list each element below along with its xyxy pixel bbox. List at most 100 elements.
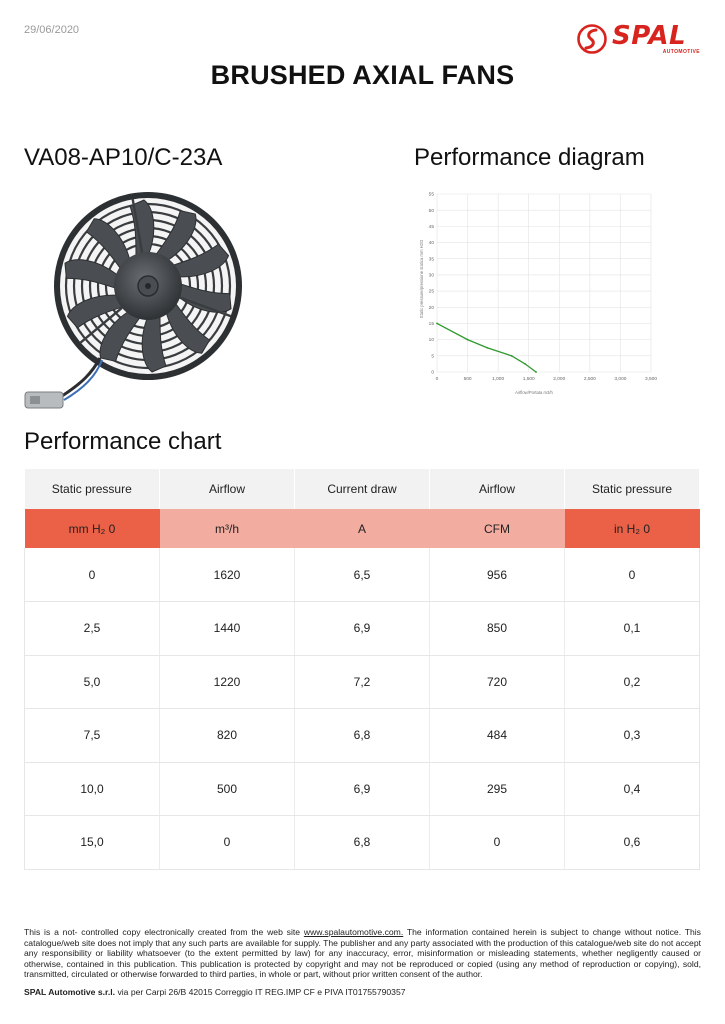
table-cell: 0,6 bbox=[564, 815, 700, 870]
y-tick-label: 20 bbox=[429, 305, 435, 311]
fan-blade bbox=[175, 283, 232, 313]
column-header: Static pressure bbox=[564, 469, 700, 509]
legal-disclaimer: This is a not- controlled copy electroni… bbox=[24, 927, 701, 980]
table-cell: 6,9 bbox=[294, 601, 430, 656]
fan-blade bbox=[99, 309, 141, 362]
data-point bbox=[486, 346, 489, 349]
fan-product-image bbox=[24, 192, 242, 409]
company-footer: SPAL Automotive s.r.l. via per Carpi 26/… bbox=[24, 987, 406, 997]
unit-cell: in H₂ 0 bbox=[564, 509, 700, 548]
table-row: 2,5 1440 6,9 850 0,1 bbox=[24, 601, 700, 656]
document-date: 29/06/2020 bbox=[24, 24, 80, 36]
website-link[interactable]: www.spalautomotive.com. bbox=[303, 927, 404, 937]
data-point bbox=[510, 354, 513, 357]
table-cell: 1220 bbox=[159, 655, 295, 709]
x-tick-label: 1,000 bbox=[492, 376, 504, 382]
table-units-row: mm H₂ 0 m³/h A CFM in H₂ 0 bbox=[24, 509, 700, 548]
fan-blade bbox=[155, 210, 197, 263]
disclaimer-text: This is a not- controlled copy electroni… bbox=[24, 927, 304, 937]
table-row: 7,5 820 6,8 484 0,3 bbox=[24, 708, 700, 763]
data-point bbox=[524, 363, 526, 365]
x-tick-label: 0 bbox=[436, 376, 439, 382]
table-cell: 0,4 bbox=[564, 762, 700, 816]
fan-blade bbox=[165, 302, 211, 354]
table-cell: 956 bbox=[429, 548, 565, 602]
x-tick-label: 1,500 bbox=[523, 376, 535, 382]
x-tick-label: 2,500 bbox=[584, 376, 596, 382]
company-address: via per Carpi 26/B 42015 Correggio IT RE… bbox=[115, 987, 406, 997]
table-cell: 0 bbox=[564, 548, 700, 602]
table-cell: 484 bbox=[429, 708, 565, 763]
table-cell: 820 bbox=[159, 708, 295, 763]
column-header: Airflow bbox=[429, 469, 565, 509]
brand-subtitle: AUTOMOTIVE bbox=[662, 49, 700, 55]
table-header-row: Static pressure Airflow Current draw Air… bbox=[24, 469, 700, 509]
table-cell: 6,8 bbox=[294, 815, 430, 870]
page-title: BRUSHED AXIAL FANS bbox=[210, 60, 515, 90]
fan-blade bbox=[66, 294, 124, 329]
unit-cell: m³/h bbox=[159, 509, 295, 548]
table-cell: 6,8 bbox=[294, 708, 430, 763]
table-cell: 7,5 bbox=[24, 708, 160, 763]
y-tick-label: 15 bbox=[429, 321, 435, 327]
table-cell: 10,0 bbox=[24, 762, 160, 816]
table-cell: 500 bbox=[159, 762, 295, 816]
spal-emblem-icon bbox=[577, 24, 607, 54]
x-tick-label: 3,500 bbox=[645, 376, 657, 382]
performance-curve bbox=[436, 322, 537, 373]
unit-cell: A bbox=[294, 509, 430, 548]
unit-cell: CFM bbox=[429, 509, 565, 548]
data-point bbox=[466, 338, 469, 341]
column-header: Airflow bbox=[159, 469, 295, 509]
y-tick-label: 30 bbox=[429, 273, 435, 279]
table-cell: 1620 bbox=[159, 548, 295, 602]
table-row: 5,0 1220 7,2 720 0,2 bbox=[24, 655, 700, 709]
y-tick-label: 5 bbox=[431, 353, 434, 359]
y-tick-label: 25 bbox=[429, 289, 435, 295]
y-axis-label: Static pressure/pressione statica mm H2O bbox=[419, 239, 424, 318]
table-cell: 6,5 bbox=[294, 548, 430, 602]
y-tick-label: 35 bbox=[429, 256, 435, 262]
table-row: 15,0 0 6,8 0 0,6 bbox=[24, 815, 700, 870]
y-tick-label: 40 bbox=[429, 240, 435, 246]
table-cell: 850 bbox=[429, 601, 565, 656]
table-cell: 720 bbox=[429, 655, 565, 709]
fan-blade bbox=[141, 315, 167, 373]
y-tick-label: 10 bbox=[429, 337, 435, 343]
table-cell: 295 bbox=[429, 762, 565, 816]
table-cell: 5,0 bbox=[24, 655, 160, 709]
performance-table: Static pressure Airflow Current draw Air… bbox=[24, 469, 700, 870]
table-cell: 0 bbox=[159, 815, 295, 870]
table-cell: 6,9 bbox=[294, 762, 430, 816]
x-tick-label: 500 bbox=[464, 376, 472, 382]
fan-blade bbox=[85, 218, 131, 270]
data-point bbox=[535, 371, 537, 373]
x-tick-label: 2,000 bbox=[553, 376, 565, 382]
spal-logo: SPAL AUTOMOTIVE bbox=[576, 21, 702, 56]
table-row: 0 1620 6,5 956 0 bbox=[24, 548, 700, 602]
y-tick-label: 50 bbox=[429, 208, 435, 214]
table-cell: 0,2 bbox=[564, 655, 700, 709]
table-cell: 0 bbox=[24, 548, 160, 602]
data-point bbox=[436, 322, 438, 325]
unit-cell: mm H₂ 0 bbox=[24, 509, 160, 548]
table-row: 10,0 500 6,9 295 0,4 bbox=[24, 762, 700, 816]
company-name: SPAL Automotive s.r.l. bbox=[24, 987, 116, 997]
performance-chart-title: Performance chart bbox=[24, 428, 222, 455]
y-tick-label: 45 bbox=[429, 224, 435, 230]
table-cell: 0,1 bbox=[564, 601, 700, 656]
table-cell: 7,2 bbox=[294, 655, 430, 709]
column-header: Static pressure bbox=[24, 469, 160, 509]
table-cell: 0,3 bbox=[564, 708, 700, 763]
x-tick-label: 3,000 bbox=[614, 376, 626, 382]
table-cell: 0 bbox=[429, 815, 565, 870]
table-cell: 1440 bbox=[159, 601, 295, 656]
brand-name: SPAL bbox=[612, 21, 687, 51]
column-header: Current draw bbox=[294, 469, 430, 509]
performance-diagram-chart: 0 5 10 15 20 25 30 35 40 45 50 55 0 500 1,000 1,500 2,00… bbox=[419, 192, 657, 395]
y-tick-label: 0 bbox=[431, 370, 434, 376]
fan-blade bbox=[64, 259, 121, 289]
fan-blade bbox=[172, 243, 230, 278]
table-cell: 15,0 bbox=[24, 815, 160, 870]
y-tick-label: 55 bbox=[429, 192, 435, 198]
